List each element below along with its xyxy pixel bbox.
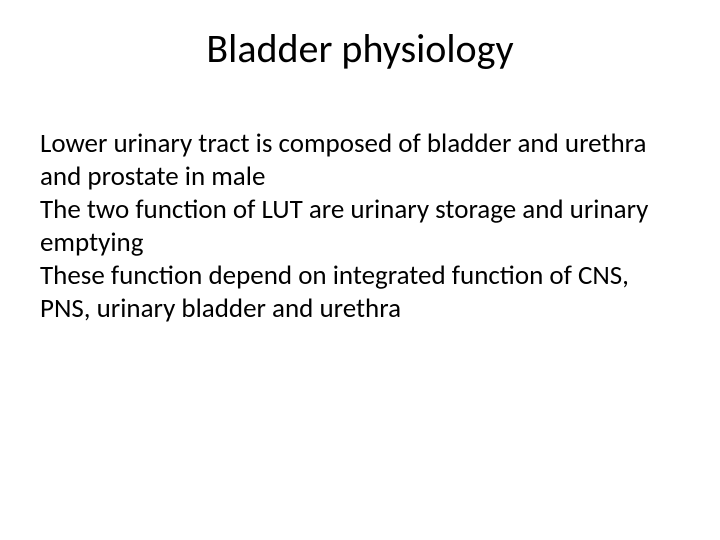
slide: Bladder physiology Lower urinary tract i… [0,0,720,540]
body-paragraph: These function depend on integrated func… [40,260,680,326]
slide-body: Lower urinary tract is composed of bladd… [40,128,680,326]
body-paragraph: The two function of LUT are urinary stor… [40,194,680,260]
slide-title: Bladder physiology [0,24,720,73]
body-paragraph: Lower urinary tract is composed of bladd… [40,128,680,194]
